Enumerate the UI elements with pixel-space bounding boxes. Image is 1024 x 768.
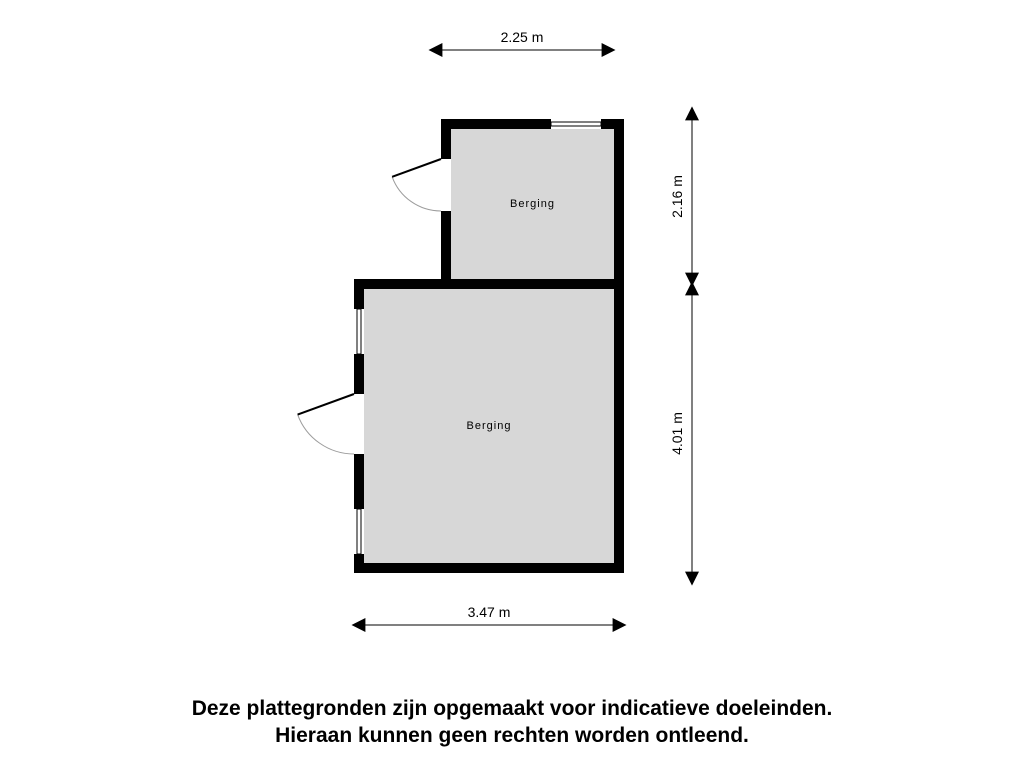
room-label: Berging: [467, 420, 512, 432]
room-label: Berging: [510, 198, 555, 210]
disclaimer-line-2: Hieraan kunnen geen rechten worden ontle…: [275, 724, 749, 747]
floorplan-svg: Berging Berging 2.25 m 3.47 m 2.16 m 4.01 m: [0, 0, 1024, 768]
disclaimer-line-1: Deze plattegronden zijn opgemaakt voor i…: [192, 697, 833, 720]
dimension-label: 2.25 m: [501, 29, 544, 45]
disclaimer-text: Deze plattegronden zijn opgemaakt voor i…: [0, 695, 1024, 750]
dimension-label: 2.16 m: [669, 175, 685, 218]
dimension-label: 3.47 m: [468, 604, 511, 620]
dimension-label: 4.01 m: [669, 412, 685, 455]
